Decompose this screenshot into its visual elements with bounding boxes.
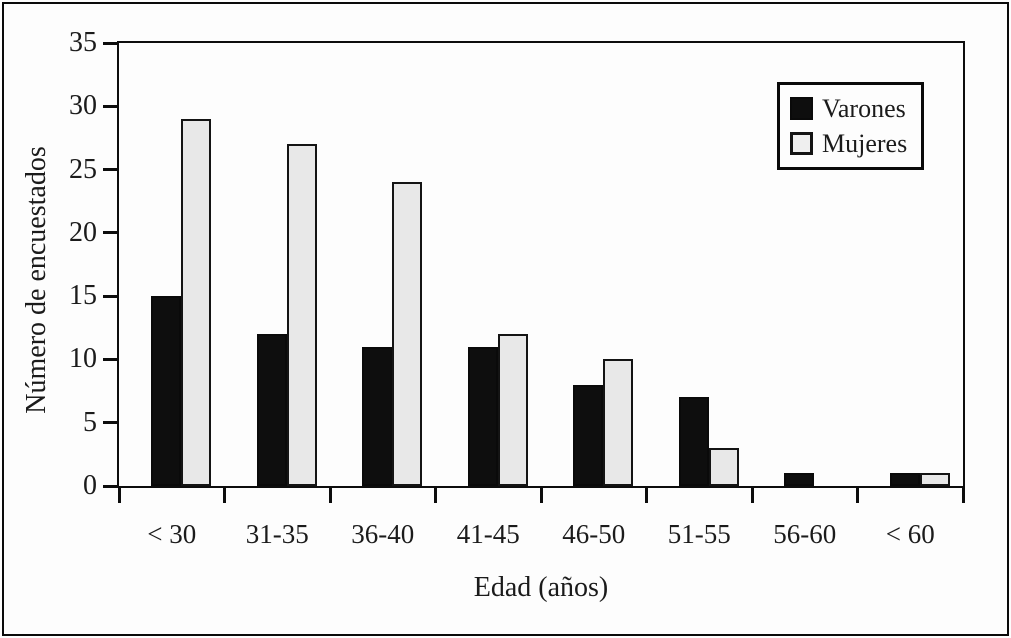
y-axis-tick [103,231,117,235]
y-tick-label: 10 [69,343,97,375]
y-tick-label: 20 [69,216,97,248]
x-axis-tick [539,488,543,503]
x-axis-tick [645,488,648,503]
y-tick-label: 25 [69,153,97,185]
bar-mujeres-7 [919,473,950,486]
x-tick-label: < 60 [885,519,935,549]
bar-mujeres-4 [603,359,633,486]
x-axis-tick [434,488,437,503]
bar-mujeres-2 [392,182,422,486]
x-tick-label: 56-60 [773,519,837,549]
y-tick-label: 35 [69,27,97,58]
bar-varones-3 [467,346,498,486]
y-axis-tick [103,168,117,172]
x-tick-label: 46-50 [562,519,626,549]
x-axis-tick [223,488,226,503]
bar-varones-2 [362,346,392,486]
plot-area: 0 5 10 15 20 25 30 35 < 30 31-35 36-40 41-45 46-50 51… [69,27,965,549]
y-axis-tick [103,104,117,108]
x-axis-tick [750,488,754,503]
x-tick-label: 51-55 [667,519,731,549]
y-tick-label: 5 [83,406,97,438]
x-axis-tick [328,488,332,503]
legend-label: Mujeres [822,128,908,158]
y-tick-label: 30 [69,90,97,122]
y-axis-tick [103,294,117,298]
x-axis-tick [856,488,859,503]
x-tick-label: 41-45 [456,519,520,549]
bar-varones-5 [678,397,709,486]
bar-varones-6 [784,473,814,486]
y-axis-tick [103,484,117,488]
x-axis-title: Edad (años) [473,572,609,603]
x-axis-tick [961,488,965,503]
y-axis-tick [103,41,117,45]
bar-varones-1 [256,334,287,486]
legend-item-mujeres: Mujeres [790,128,917,158]
legend-item-varones: Varones [790,93,917,123]
y-tick-label: 15 [69,280,97,312]
x-tick-label: 31-35 [245,519,309,549]
x-tick-label: 36-40 [351,519,415,549]
legend-swatch-varones [790,97,813,120]
bar-mujeres-0 [181,118,211,486]
legend-swatch-mujeres [790,132,813,155]
y-tick-label: 0 [83,470,97,501]
x-axis-tick [117,488,121,503]
bar-mujeres-5 [708,448,739,486]
bar-varones-0 [151,296,181,486]
bar-varones-7 [889,473,920,486]
bar-mujeres-1 [286,144,317,486]
bar-varones-4 [573,384,603,486]
y-axis-tick [103,357,117,361]
legend: Varones Mujeres [777,82,924,170]
bar-mujeres-3 [497,334,528,486]
y-axis-tick [103,421,117,425]
x-tick-label: < 30 [147,519,197,549]
legend-label: Varones [822,93,906,123]
